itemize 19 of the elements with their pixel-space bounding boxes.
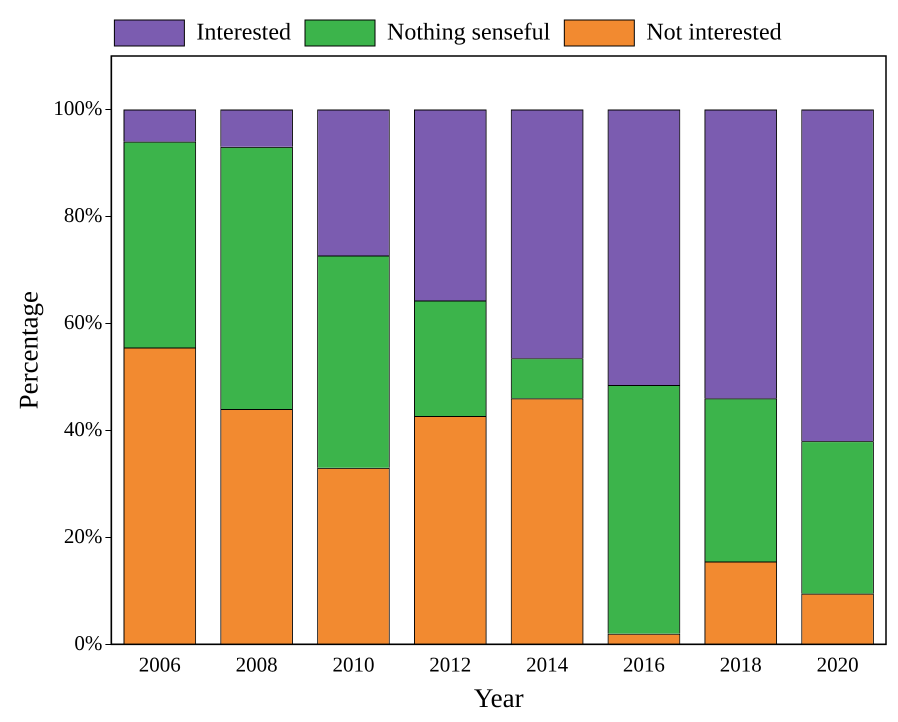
x-tick-label: 2012 (429, 652, 472, 677)
x-tick-label: 2006 (138, 652, 181, 677)
x-tick-label: 2008 (236, 652, 278, 677)
x-tick-label: 2020 (816, 652, 859, 677)
x-tick-label: 2018 (720, 652, 762, 677)
y-axis-title: Percentage (13, 290, 44, 410)
legend-label: Nothing senseful (387, 19, 551, 46)
y-tick-label: 100% (53, 96, 102, 120)
x-tick-label: 2016 (622, 652, 665, 677)
x-tick-label: 2014 (526, 652, 569, 677)
legend-label: Not interested (646, 19, 782, 46)
y-tick-label: 40% (64, 416, 102, 441)
y-tick-label: 0% (74, 630, 102, 655)
y-tick-label: 20% (64, 524, 102, 548)
y-tick-label: 60% (64, 310, 102, 334)
y-tick-label: 80% (64, 202, 102, 227)
x-tick-label: 2010 (332, 652, 374, 677)
x-axis-title: Year (474, 682, 524, 713)
legend-label: Interested (196, 19, 292, 46)
